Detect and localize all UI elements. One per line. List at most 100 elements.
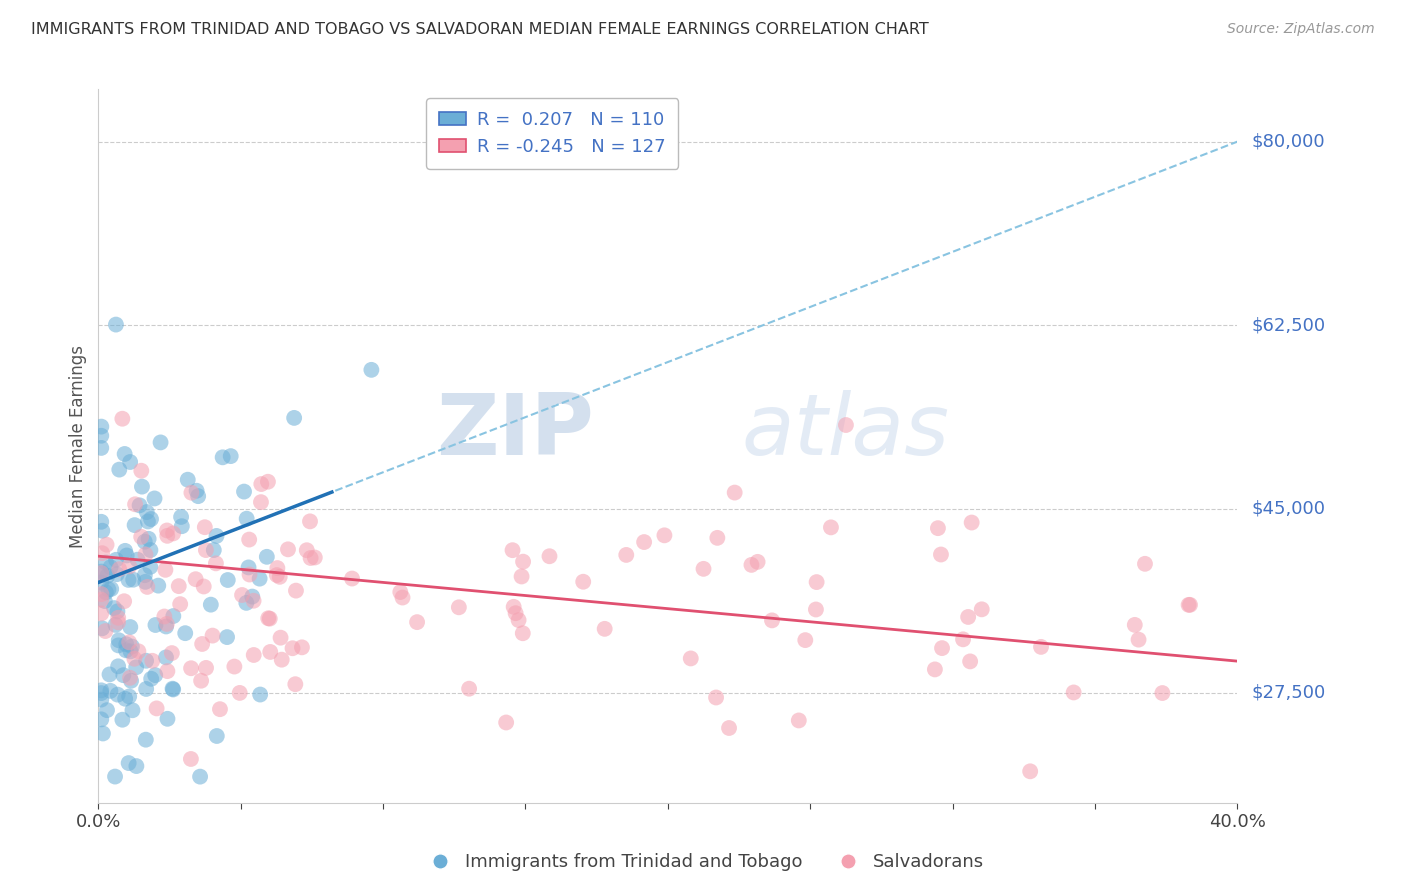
Point [538,549,561,564]
Point [149,435,172,450]
Point [249,572,271,586]
Point [90,565,112,579]
Point [205,729,228,743]
Point [100,582,122,596]
Point [91,621,114,635]
Point [740,558,762,572]
Point [125,660,148,674]
Point [156,712,179,726]
Point [112,594,135,608]
Point [679,651,702,665]
Point [120,455,142,469]
Point [211,450,233,465]
Point [191,637,214,651]
Point [1128,632,1150,647]
Point [97,582,120,597]
Point [90,683,112,698]
Point [90,566,112,581]
Point [100,684,122,698]
Point [250,495,273,509]
Point [90,419,112,434]
Text: $80,000: $80,000 [1251,133,1324,151]
Point [134,548,156,562]
Point [128,499,150,513]
Point [169,597,191,611]
Point [105,553,128,567]
Point [108,462,131,476]
Point [94,585,117,599]
Point [190,673,212,688]
Point [205,529,228,543]
Point [804,602,827,616]
Point [231,588,253,602]
Point [148,579,170,593]
Point [217,573,239,587]
Point [90,686,112,700]
Point [299,551,322,566]
Point [127,644,149,658]
Point [1063,685,1085,699]
Point [340,572,363,586]
Point [242,593,264,607]
Point [269,570,291,584]
Point [572,574,595,589]
Point [238,560,260,574]
Point [111,713,134,727]
Text: $45,000: $45,000 [1251,500,1326,518]
Point [512,555,534,569]
Point [1152,686,1174,700]
Point [270,653,292,667]
Legend: R =  0.207   N = 110, R = -0.245   N = 127: R = 0.207 N = 110, R = -0.245 N = 127 [426,98,678,169]
Point [135,654,157,668]
Point [787,714,810,728]
Point [139,560,162,574]
Point [188,770,211,784]
Point [131,480,153,494]
Point [508,613,530,627]
Point [118,559,141,574]
Point [747,555,769,569]
Point [257,611,280,625]
Point [107,604,129,618]
Point [512,626,534,640]
Point [100,560,122,574]
Point [162,526,184,541]
Point [794,633,817,648]
Point [107,688,129,702]
Point [180,752,202,766]
Point [266,568,288,582]
Point [233,484,256,499]
Point [156,524,179,538]
Point [633,535,655,549]
Point [447,600,470,615]
Point [125,759,148,773]
Point [931,641,953,656]
Point [135,505,157,519]
Point [186,483,208,498]
Point [145,618,167,632]
Point [957,610,980,624]
Point [91,524,114,538]
Point [1123,618,1146,632]
Text: $62,500: $62,500 [1251,317,1326,334]
Point [1133,557,1156,571]
Point [124,497,146,511]
Point [143,668,166,682]
Point [94,594,117,608]
Point [139,512,162,526]
Point [180,661,202,675]
Point [295,543,318,558]
Point [235,596,257,610]
Point [135,681,157,696]
Point [959,654,981,668]
Point [136,580,159,594]
Point [285,583,308,598]
Point [120,644,142,658]
Point [139,543,162,558]
Point [90,712,112,726]
Point [194,520,217,534]
Point [952,632,974,647]
Point [266,561,288,575]
Point [593,622,616,636]
Point [970,602,993,616]
